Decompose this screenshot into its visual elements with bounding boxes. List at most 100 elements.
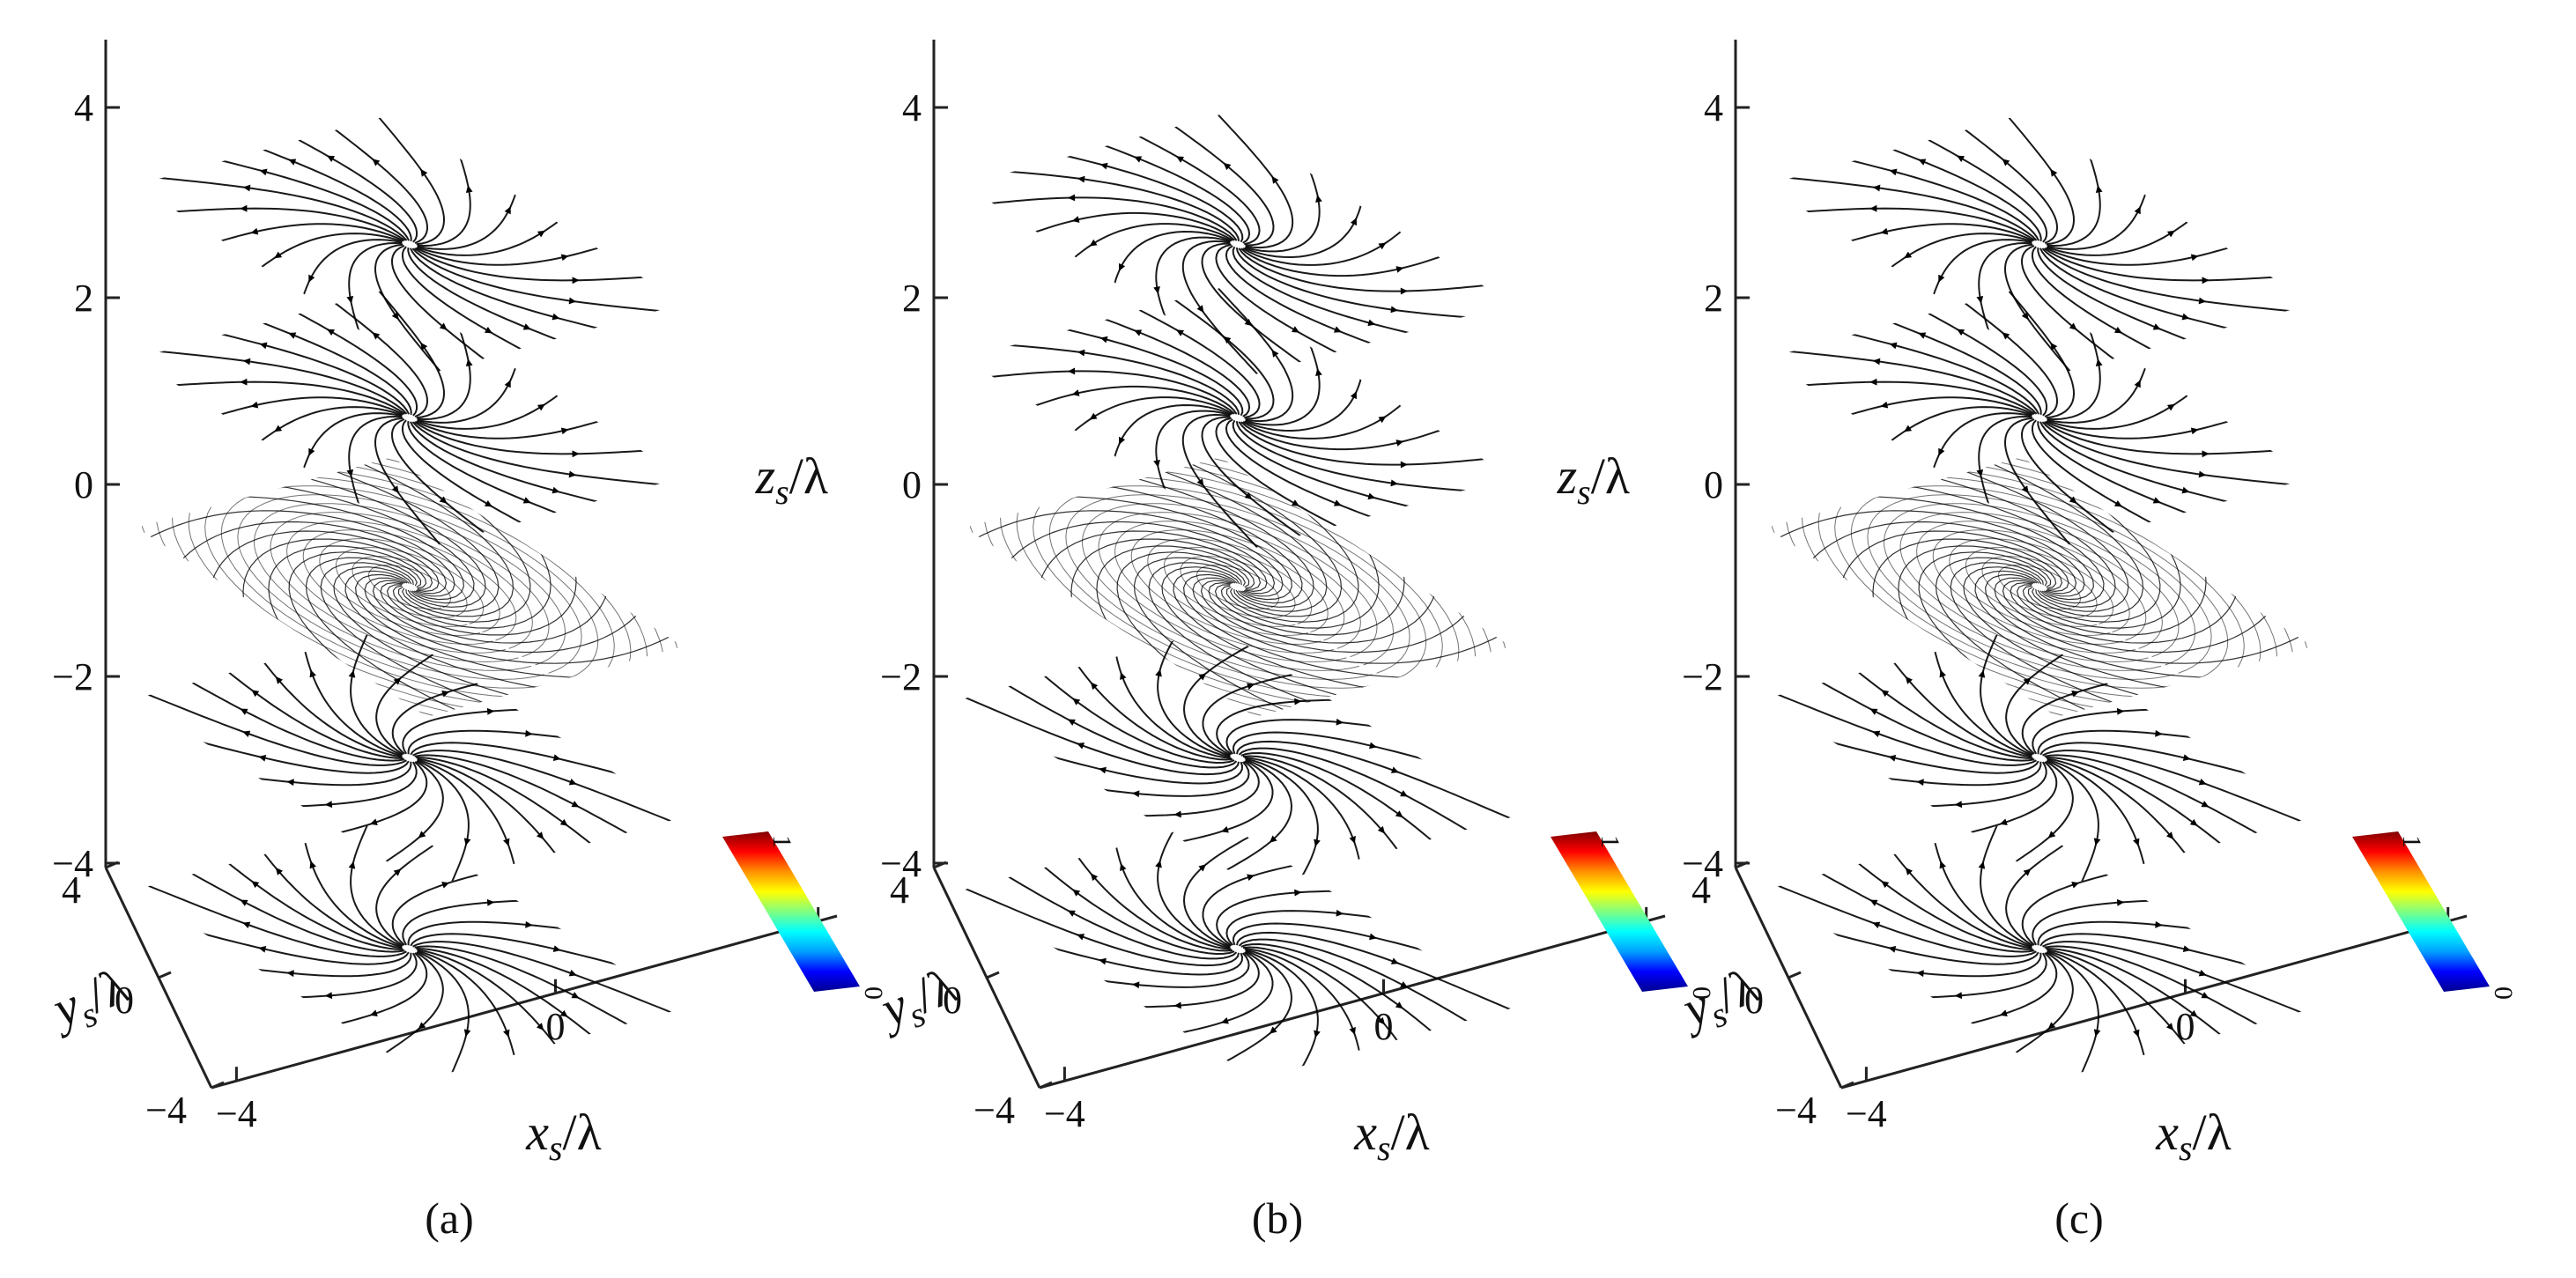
y-tick-mark xyxy=(1039,1081,1053,1090)
x-axis-label: xs/λ xyxy=(1353,1104,1430,1168)
streamlines xyxy=(965,819,1511,1079)
z-tick-label: 2 xyxy=(1704,277,1723,320)
y-axis-label: ys/λ xyxy=(1670,957,1768,1046)
colorbar-min-label: 0 xyxy=(2489,986,2518,1000)
z-tick-label: −4 xyxy=(1682,842,1723,885)
intensity-heatmap xyxy=(1766,819,2313,1079)
colorbar-max-label: 1 xyxy=(1595,835,1625,848)
streamlines xyxy=(137,115,683,374)
panel-c: 420−2−4zs/λ40−4ys/λ−404xs/λ10(c) xyxy=(1557,40,2518,1243)
y-tick-label: 4 xyxy=(890,868,909,912)
colorbar-max-label: 1 xyxy=(2397,835,2426,848)
x-axis-var: x xyxy=(1353,1104,1377,1161)
intensity-heatmap xyxy=(965,288,1511,548)
streamlines xyxy=(1766,115,2313,374)
x-axis-sub: s xyxy=(549,1128,563,1168)
intensity-heatmap xyxy=(137,819,683,1079)
y-tick-mark xyxy=(211,1081,225,1090)
streamlines xyxy=(1766,288,2313,548)
y-tick-mark xyxy=(158,971,172,979)
z-axis-sub: s xyxy=(1577,472,1591,512)
colorbar-min-label: 0 xyxy=(1687,986,1716,1000)
z-axis-unit: /λ xyxy=(1591,447,1630,505)
field-slice-z-2 xyxy=(965,628,1511,888)
y-tick-mark xyxy=(105,861,119,869)
field-slice-z4 xyxy=(137,115,683,374)
z-tick-label: 0 xyxy=(902,463,922,506)
y-tick-mark xyxy=(1788,971,1802,979)
y-tick-label: −4 xyxy=(145,1089,187,1132)
x-axis-sub: s xyxy=(2179,1128,2193,1168)
intensity-heatmap xyxy=(137,457,683,717)
x-axis-var: x xyxy=(2155,1104,2179,1161)
x-axis-label: xs/λ xyxy=(2155,1104,2232,1168)
z-tick-label: −2 xyxy=(1682,655,1723,698)
y-tick-label: 0 xyxy=(1744,979,1764,1022)
streamlines xyxy=(137,457,683,717)
z-tick-label: 4 xyxy=(902,86,922,129)
intensity-heatmap xyxy=(965,115,1511,374)
intensity-heatmap xyxy=(965,628,1511,888)
y-tick-label: 4 xyxy=(62,868,81,912)
x-axis-var: x xyxy=(525,1104,549,1161)
y-tick-label: −4 xyxy=(973,1089,1015,1132)
z-tick-label: −4 xyxy=(52,842,93,885)
colorbar: 10 xyxy=(722,831,888,1000)
z-tick-label: 2 xyxy=(74,277,93,320)
x-axis-unit: /λ xyxy=(563,1104,602,1161)
colorbar-gradient xyxy=(2352,831,2490,992)
z-tick-label: 2 xyxy=(902,277,922,320)
z-tick-label: 4 xyxy=(1704,86,1723,129)
field-slice-z2 xyxy=(1766,288,2313,548)
x-tick-label: 0 xyxy=(1374,1005,1394,1048)
y-tick-mark xyxy=(1735,861,1749,869)
y-tick-label: 0 xyxy=(115,979,134,1022)
x-tick-label: 0 xyxy=(546,1005,566,1048)
y-axis-label: ys/λ xyxy=(869,957,966,1046)
z-tick-label: −2 xyxy=(880,655,922,698)
colorbar-gradient xyxy=(722,831,860,992)
intensity-heatmap xyxy=(137,628,683,888)
z-tick-label: 0 xyxy=(1704,463,1723,506)
z-axis-sub: s xyxy=(775,472,789,512)
intensity-heatmap xyxy=(965,819,1511,1079)
field-slice-z4 xyxy=(1766,115,2313,374)
y-tick-label: −4 xyxy=(1775,1089,1817,1132)
z-axis-var: z xyxy=(755,447,776,505)
z-axis-label: zs/λ xyxy=(1557,447,1630,512)
panel-caption: (c) xyxy=(2054,1193,2104,1243)
field-slice-z0 xyxy=(1766,457,2313,717)
field-slice-z2 xyxy=(137,288,683,548)
x-axis-line xyxy=(1039,914,1666,1090)
x-axis-line xyxy=(211,914,838,1090)
z-axis-unit: /λ xyxy=(789,447,828,505)
z-axis-var: z xyxy=(1557,447,1578,505)
panel-caption: (b) xyxy=(1252,1193,1303,1243)
z-axis-label: zs/λ xyxy=(755,447,828,512)
x-axis-label: xs/λ xyxy=(525,1104,602,1168)
colorbar-min-label: 0 xyxy=(859,986,888,1000)
panel-b: 420−2−4zs/λ40−4ys/λ−404xs/λ10(b) xyxy=(755,40,1716,1243)
colorbar: 10 xyxy=(2352,831,2518,1000)
x-axis-sub: s xyxy=(1377,1128,1391,1168)
field-slice-z-4 xyxy=(965,819,1511,1079)
panel-caption: (a) xyxy=(425,1193,474,1243)
z-tick-label: 4 xyxy=(74,86,93,129)
y-tick-mark xyxy=(1840,1081,1854,1090)
intensity-heatmap xyxy=(1766,628,2313,888)
colorbar: 10 xyxy=(1551,831,1716,1000)
streamlines xyxy=(137,288,683,548)
y-tick-mark xyxy=(933,861,947,869)
z-tick-label: 0 xyxy=(74,463,93,506)
x-tick-label: −4 xyxy=(216,1092,257,1135)
colorbar-max-label: 1 xyxy=(767,835,796,848)
intensity-heatmap xyxy=(1766,457,2313,717)
field-slice-z0 xyxy=(137,457,683,717)
x-tick-label: −4 xyxy=(1846,1092,1887,1135)
y-tick-label: 0 xyxy=(943,979,962,1022)
y-tick-label: 4 xyxy=(1691,868,1711,912)
x-tick-label: 0 xyxy=(2176,1005,2195,1048)
z-tick-label: −2 xyxy=(52,655,93,698)
y-tick-mark xyxy=(986,971,1000,979)
